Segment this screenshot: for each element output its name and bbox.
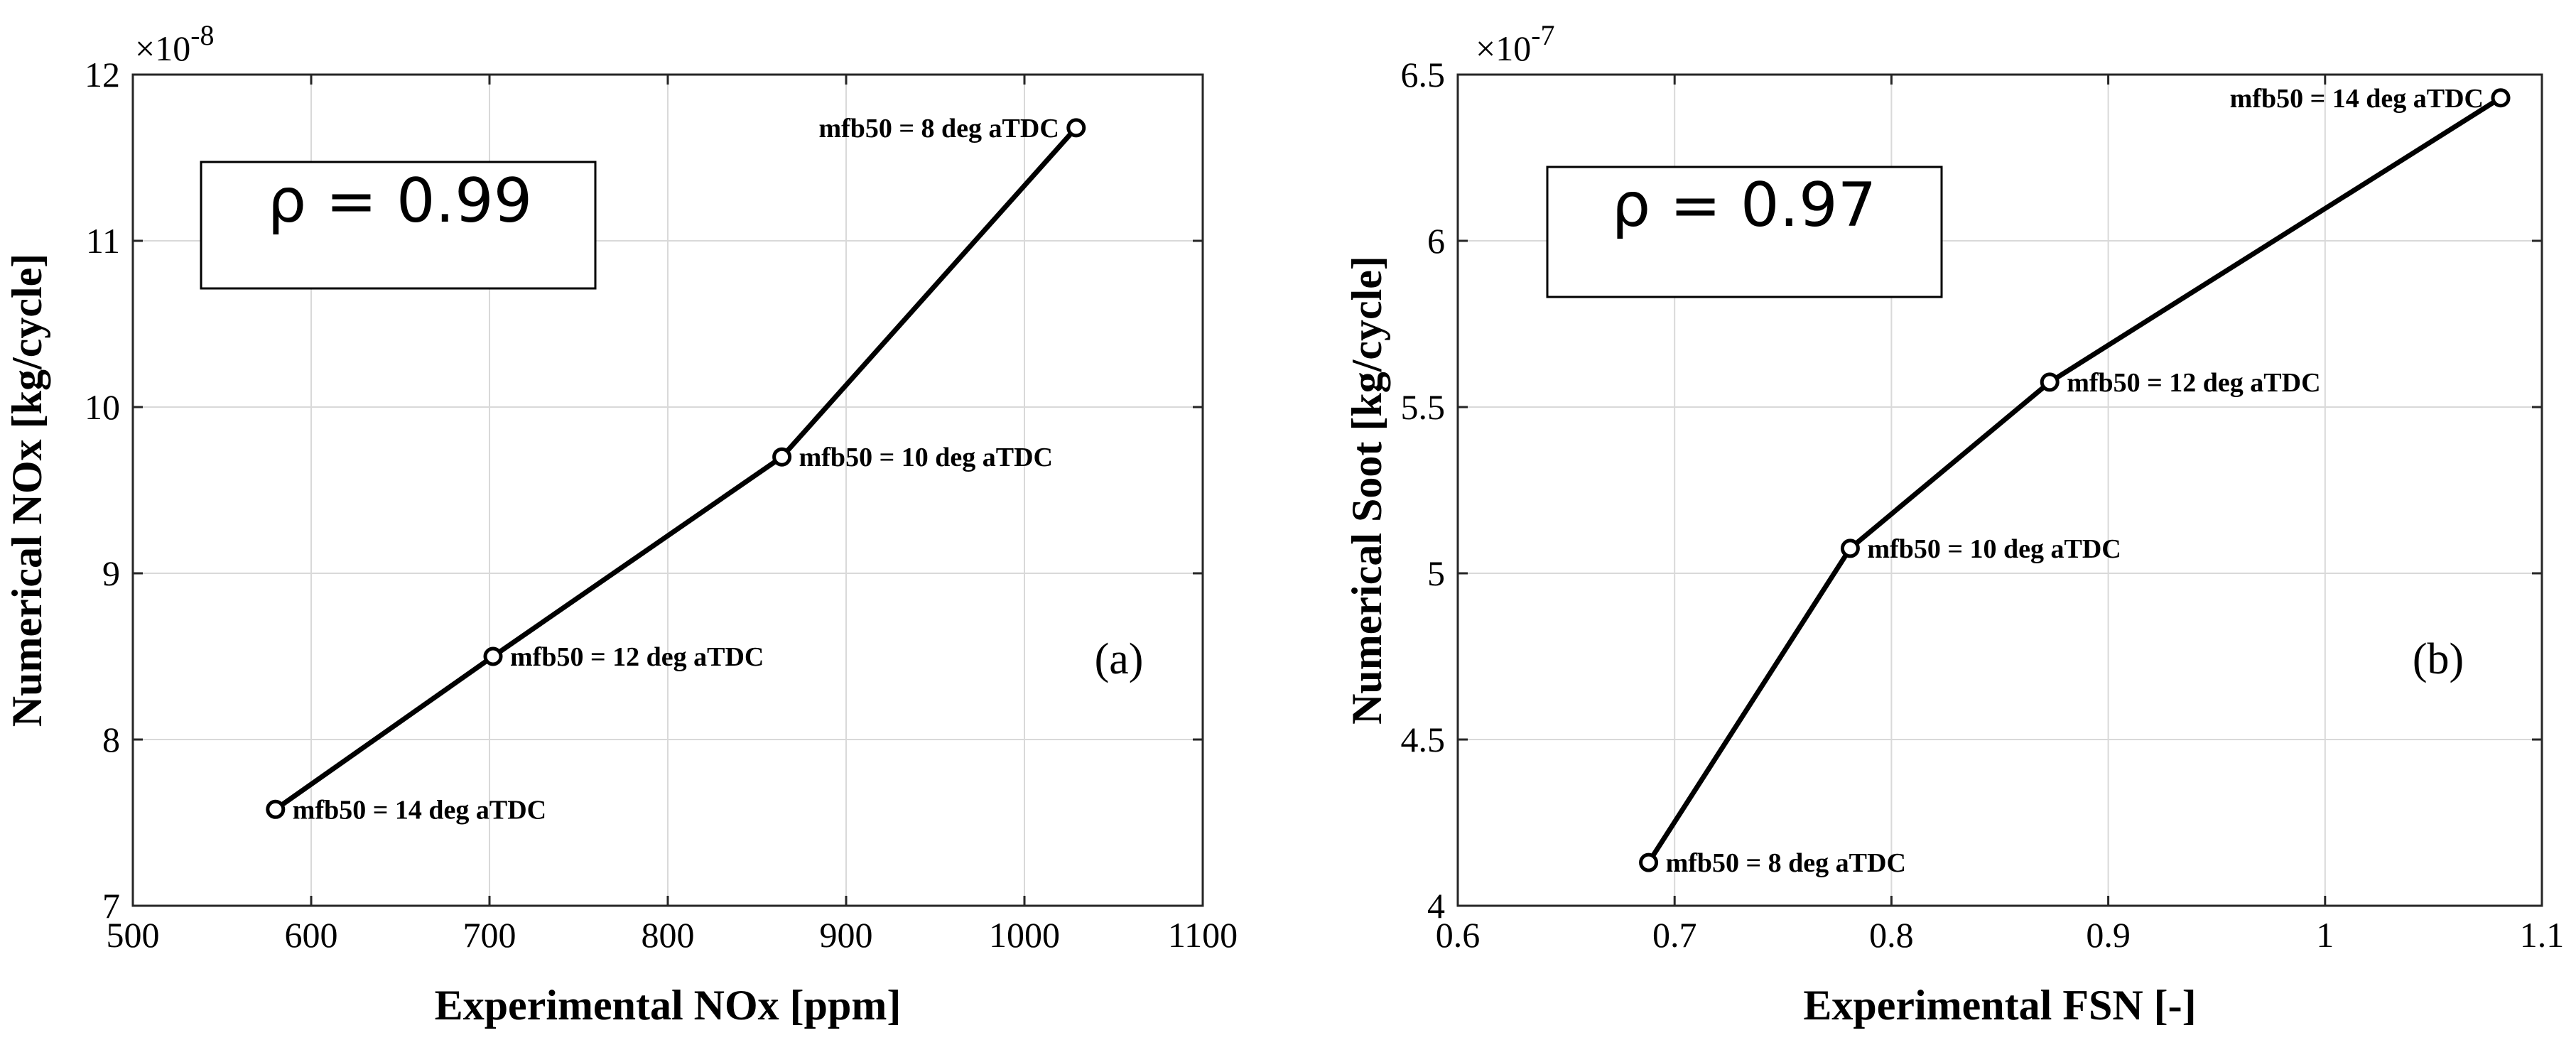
y-tick-label: 8	[102, 720, 120, 759]
data-point-label: mfb50 = 10 deg aTDC	[1867, 534, 2121, 564]
correlation-box	[1546, 166, 1943, 298]
data-point-marker	[266, 799, 286, 819]
data-point-marker	[483, 646, 503, 666]
panel-label: (a)	[1095, 635, 1144, 683]
y-tick-label: 6	[1427, 221, 1445, 261]
y-tick-label: 10	[85, 387, 120, 427]
y-axis-label: Numerical NOx [kg/cycle]	[4, 254, 50, 727]
y-axis-exponent: ×10-8	[135, 19, 215, 68]
y-axis-exponent: ×10-7	[1476, 19, 1555, 68]
data-point-label: mfb50 = 12 deg aTDC	[2067, 368, 2320, 398]
correlation-annotation: ρ = 0.99	[268, 166, 533, 237]
x-axis-label: Experimental NOx [ppm]	[435, 982, 902, 1029]
data-point-marker	[2040, 372, 2060, 392]
data-point-label: mfb50 = 14 deg aTDC	[2230, 84, 2484, 114]
exponent-base: ×10	[135, 28, 190, 68]
data-point-label: mfb50 = 14 deg aTDC	[293, 795, 546, 825]
data-point-marker	[1639, 852, 1659, 872]
data-point-label: mfb50 = 8 deg aTDC	[1666, 848, 1906, 878]
series-line	[1646, 95, 2502, 865]
data-point-label: mfb50 = 10 deg aTDC	[799, 443, 1053, 472]
x-tick-label: 1.1	[2520, 915, 2565, 955]
y-axis-label: Numerical Soot [kg/cycle]	[1343, 256, 1390, 725]
data-point-label: mfb50 = 8 deg aTDC	[818, 114, 1059, 144]
x-tick-label: 700	[463, 915, 516, 955]
x-tick-label: 600	[285, 915, 338, 955]
x-axis-label: Experimental FSN [-]	[1803, 982, 2196, 1029]
x-tick-label: 900	[820, 915, 873, 955]
data-point-marker	[1840, 538, 1860, 558]
correlation-annotation: ρ = 0.97	[1612, 170, 1877, 241]
panel-label: (b)	[2413, 635, 2464, 683]
exponent-base: ×10	[1476, 28, 1531, 68]
correlation-box	[200, 161, 597, 290]
y-tick-label: 5.5	[1401, 387, 1446, 427]
data-point-marker	[1066, 118, 1086, 138]
exponent-power: -7	[1531, 19, 1554, 51]
x-tick-label: 800	[642, 915, 695, 955]
exponent-power: -8	[190, 19, 214, 51]
data-point-marker	[772, 447, 792, 467]
y-tick-label: 9	[102, 553, 120, 593]
x-tick-label: 500	[107, 915, 160, 955]
y-tick-label: 4.5	[1401, 720, 1446, 759]
y-tick-label: 7	[102, 886, 120, 926]
data-point-marker	[2491, 88, 2511, 108]
y-tick-label: 12	[85, 55, 120, 94]
x-tick-label: 0.6	[1436, 915, 1481, 955]
x-tick-label: 0.9	[2086, 915, 2131, 955]
x-tick-label: 1000	[989, 915, 1060, 955]
x-tick-label: 0.8	[1869, 915, 1914, 955]
plot-area	[1456, 73, 2543, 907]
data-point-label: mfb50 = 12 deg aTDC	[510, 642, 764, 672]
x-tick-label: 0.7	[1652, 915, 1697, 955]
y-tick-label: 5	[1427, 553, 1445, 593]
y-tick-label: 6.5	[1401, 55, 1446, 94]
x-tick-label: 1	[2316, 915, 2334, 955]
y-tick-label: 11	[86, 221, 120, 261]
y-tick-label: 4	[1427, 886, 1445, 926]
x-tick-label: 1100	[1168, 915, 1238, 955]
series-line	[274, 126, 1078, 812]
